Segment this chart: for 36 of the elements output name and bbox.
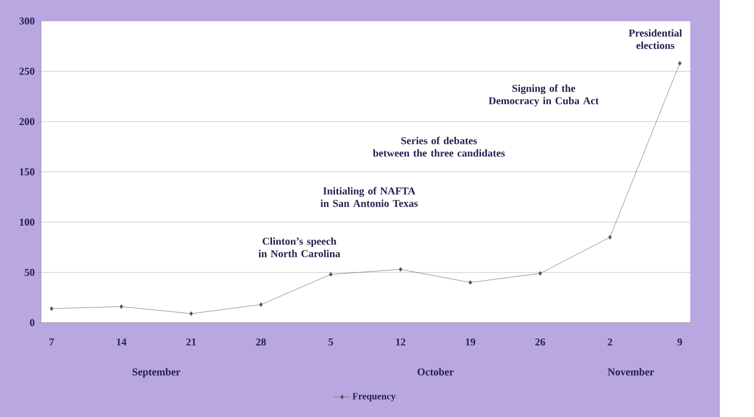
annotation: Clinton’s speech in North Carolina: [258, 237, 340, 258]
point: [468, 280, 472, 285]
annotation: Signing of the Democracy in Cuba Act: [488, 84, 599, 106]
point: [608, 234, 612, 240]
point: [189, 311, 193, 316]
y-tick-label: 100: [20, 218, 34, 226]
point: [259, 302, 263, 307]
y-tick-label: 250: [20, 68, 34, 75]
y-tick-label: 300: [19, 17, 34, 24]
annotation: Presidential elections: [628, 29, 682, 49]
text: September: [132, 368, 180, 378]
point: [678, 60, 682, 66]
legend-label: Frequency: [352, 392, 396, 402]
point: [120, 304, 124, 309]
y-tick-label: 150: [20, 168, 34, 176]
text: November: [608, 368, 654, 376]
x-tick-label: 19: [466, 338, 476, 346]
y-tick-label: 50: [24, 268, 34, 276]
x-tick-label: 14: [116, 338, 126, 346]
x-tick-label: 12: [396, 338, 406, 346]
point: [50, 306, 54, 311]
annotation: Initialing of NAFTA in San Antonio Texas: [320, 186, 418, 207]
point: [328, 272, 333, 277]
x-tick-label: 21: [186, 338, 196, 346]
y-tick-label: 0: [30, 319, 34, 326]
x-tick-label: 9: [677, 338, 682, 346]
x-tick-label: 28: [256, 338, 266, 346]
y-tick-label: 200: [20, 118, 34, 126]
x-tick-label: 26: [535, 338, 546, 346]
annotation: Series of debates between the three candidates: [372, 136, 505, 157]
x-tick-label: 2: [608, 338, 612, 346]
point: [538, 271, 542, 276]
x-tick-label: 5: [328, 338, 333, 346]
text: October: [418, 368, 454, 376]
point: [398, 267, 402, 272]
x-tick-label: 7: [50, 338, 54, 346]
